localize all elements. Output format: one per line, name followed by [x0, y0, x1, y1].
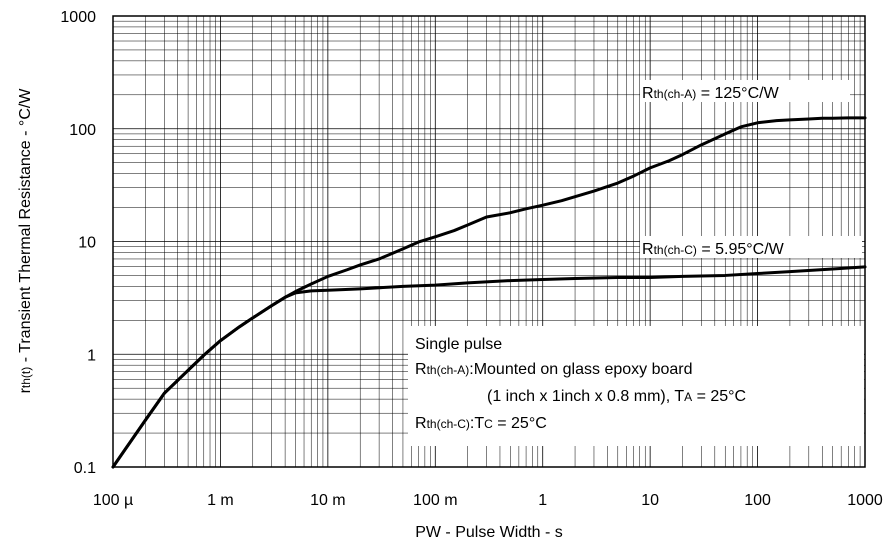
series-label-ch-c-sub: th(ch-C)	[654, 243, 697, 257]
annotation-line-4-mid: :T	[470, 415, 484, 432]
y-axis-title-rest: - Transient Thermal Resistance - °C/W	[17, 88, 34, 367]
annotation-line-1: Single pulse	[415, 336, 502, 353]
y-axis-title: rth(t) - Transient Thermal Resistance - …	[17, 88, 34, 394]
x-tick-label: 1	[538, 492, 547, 509]
y-axis-title-main: r	[17, 387, 34, 393]
annotation-line-4-rest: = 25°C	[493, 415, 547, 432]
svg-text:Rth(ch-A) = 125°C/W: Rth(ch-A) = 125°C/W	[642, 85, 780, 102]
annotation-line-3-rest: = 25°C	[692, 388, 746, 405]
x-axis-title: PW - Pulse Width - s	[415, 524, 563, 541]
annotation-line-4-main: R	[415, 415, 427, 432]
y-axis-title-sub: th(t)	[19, 367, 33, 388]
x-tick-labels: 100 µ 1 m 10 m 100 m 1 10 100 1000	[93, 492, 883, 509]
annotation-line-3-pre: (1 inch x 1inch x 0.8 mm), T	[487, 388, 684, 405]
series-label-ch-c-main: R	[642, 241, 654, 258]
y-tick-label: 1	[87, 347, 96, 364]
y-tick-label: 0.1	[74, 460, 96, 477]
annotation-line-2-sub: th(ch-A)	[427, 363, 470, 377]
annotation-line-3-sub: A	[684, 390, 692, 404]
series-label-ch-a-rest: = 125°C/W	[696, 85, 779, 102]
series-line-ch-c	[111, 265, 867, 469]
plot-frame	[112, 15, 866, 468]
annotation-line-4: Rth(ch-C):TC = 25°C	[415, 415, 547, 432]
annotation-line-3: (1 inch x 1inch x 0.8 mm), TA = 25°C	[487, 388, 746, 405]
x-tick-label: 10	[641, 492, 659, 509]
annotation-line-2-rest: :Mounted on glass epoxy board	[469, 361, 692, 378]
series-label-ch-a-main: R	[642, 85, 654, 102]
conditions-annotation: Single pulse Rth(ch-A):Mounted on glass …	[408, 326, 864, 446]
x-tick-label: 100	[744, 492, 771, 509]
annotation-line-4-sub2: C	[484, 417, 493, 431]
x-tick-label: 100 m	[413, 492, 457, 509]
series-label-ch-a-sub: th(ch-A)	[654, 87, 697, 101]
x-tick-label: 1000	[847, 492, 883, 509]
annotation-line-4-sub: th(ch-C)	[427, 417, 470, 431]
svg-text:Rth(ch-C) = 5.95°C/W: Rth(ch-C) = 5.95°C/W	[642, 241, 785, 258]
x-tick-label: 1 m	[207, 492, 234, 509]
series-layer	[111, 116, 867, 469]
annotation-line-2-main: R	[415, 361, 427, 378]
y-tick-label: 100	[69, 122, 96, 139]
y-tick-label: 10	[78, 235, 96, 252]
series-label-ch-a: Rth(ch-A) = 125°C/W	[640, 80, 850, 102]
annotation-line-2: Rth(ch-A):Mounted on glass epoxy board	[415, 361, 693, 378]
y-tick-label: 1000	[60, 9, 96, 26]
x-tick-label: 10 m	[310, 492, 346, 509]
series-label-ch-c: Rth(ch-C) = 5.95°C/W	[640, 236, 862, 258]
y-tick-labels: 0.1 1 10 100 1000	[60, 9, 96, 477]
series-label-ch-c-rest: = 5.95°C/W	[697, 241, 785, 258]
x-tick-label: 100 µ	[93, 492, 133, 509]
